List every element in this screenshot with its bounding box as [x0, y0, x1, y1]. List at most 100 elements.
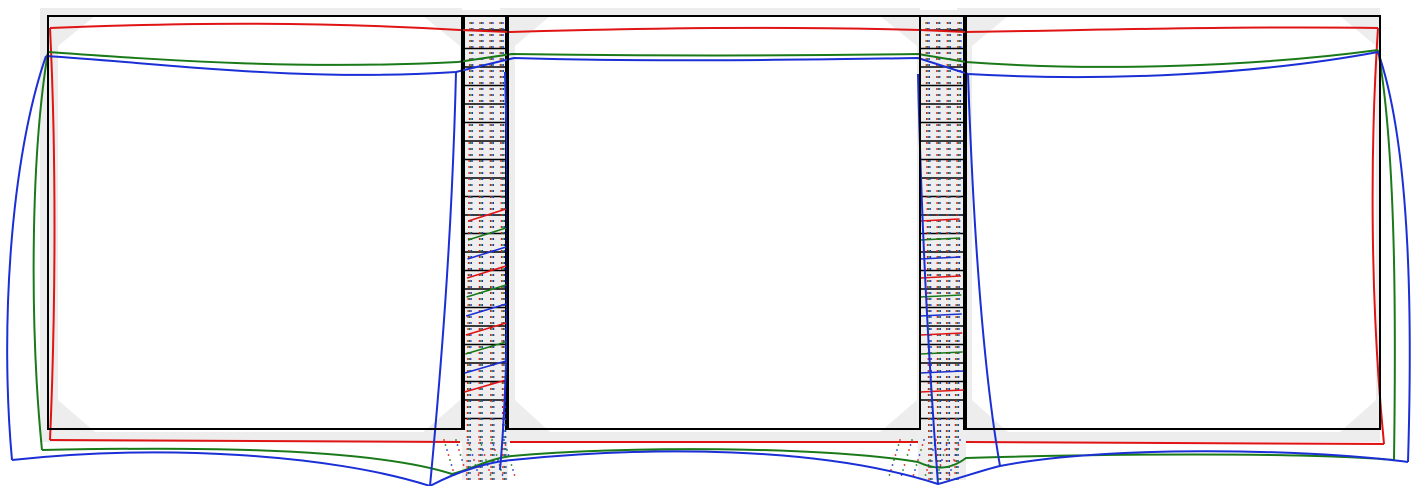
- joint-dashed-line: [948, 21, 951, 481]
- joint-scatter-dot: [909, 444, 912, 446]
- joint-scatter-dot: [462, 464, 465, 466]
- joint-scatter-dot: [912, 474, 915, 476]
- joint-dashed-line: [955, 21, 961, 481]
- joint-dashed-line: [954, 21, 959, 481]
- joint-scatter-dot: [452, 469, 454, 471]
- blue-joint-1-left-flank: [429, 71, 457, 486]
- joint-scatter-dot: [491, 439, 493, 441]
- panel-2-outline: [507, 15, 921, 430]
- joint-dashed-line: [500, 21, 506, 481]
- joint-scatter-dot: [479, 439, 481, 441]
- joint-scatter-dot: [906, 454, 909, 456]
- joint-2-shading: [918, 10, 966, 480]
- blue-bottom-edge: [11, 450, 1409, 486]
- joint-scatter-dot: [461, 459, 463, 461]
- joint-dashed-line: [939, 21, 942, 481]
- joint-scatter-dot: [953, 459, 955, 461]
- joint-scatter-dot: [443, 439, 445, 441]
- joint-scatter-dot: [482, 449, 484, 451]
- joint-dashed-line: [936, 21, 939, 481]
- joint-deformed-rung: [919, 370, 964, 374]
- joint-scatter-dot: [476, 469, 478, 471]
- blue-top-edge: [45, 51, 1379, 79]
- joint-1-mesh: [443, 16, 516, 481]
- deformed-outline-stage-3: [6, 51, 1411, 486]
- blue-left-edge: [6, 55, 47, 461]
- joint-scatter-dot: [444, 444, 447, 446]
- joint-scatter-dot: [911, 439, 913, 441]
- panel-2-shading: [500, 8, 920, 442]
- joint-scatter-dot: [468, 444, 471, 446]
- joint-scatter-dot: [477, 474, 480, 476]
- joint-scatter-dot: [494, 449, 496, 451]
- joint-scatter-dot: [896, 449, 898, 451]
- joint-deformed-rung: [919, 351, 963, 355]
- joint-scatter-dot: [450, 464, 453, 466]
- joint-scatter-dot: [932, 449, 934, 451]
- joint-scatter-dot: [959, 439, 961, 441]
- joint-dashed-line: [928, 21, 933, 481]
- joint-deformed-rung: [466, 284, 507, 298]
- red-left-edge: [49, 27, 56, 441]
- joint-scatter-dot: [485, 459, 487, 461]
- joint-deformed-rung: [468, 208, 507, 222]
- joint-scatter-dot: [918, 454, 921, 456]
- joint-scatter-dot: [950, 469, 952, 471]
- joint-scatter-dot: [942, 454, 945, 456]
- joint-deformed-rung: [919, 275, 961, 279]
- panel-shading: [40, 8, 1380, 480]
- joint-dashed-line: [478, 21, 481, 481]
- joint-scatter-dot: [926, 469, 928, 471]
- joint-scatter-dot: [483, 454, 486, 456]
- joint-scatter-dot: [489, 474, 492, 476]
- joint-scatter-dot: [512, 469, 514, 471]
- joint-scatter-dot: [929, 459, 931, 461]
- joint-deformed-rung: [465, 303, 507, 317]
- joint-deformed-rung: [466, 265, 507, 279]
- green-right-edge: [1377, 49, 1396, 461]
- green-left-edge: [32, 51, 49, 451]
- blue-right-edge: [1377, 51, 1411, 463]
- joint-scatter-dot: [894, 454, 897, 456]
- red-top-edge: [49, 22, 1379, 34]
- joint-scatter-dot: [914, 469, 916, 471]
- panel-1-outline: [47, 15, 463, 430]
- joint-dashed-line: [466, 21, 471, 481]
- joint-scatter-dot: [513, 474, 516, 476]
- joint-deformed-rung: [919, 256, 961, 260]
- panel-3-shading: [957, 8, 1380, 442]
- joint-scatter-dot: [915, 464, 918, 466]
- joint-deformed-rung: [919, 237, 961, 241]
- joint-scatter-dot: [501, 474, 504, 476]
- joint-deformed-rung: [464, 360, 507, 374]
- panel-1-shading: [40, 8, 462, 442]
- joint-scatter-dot: [921, 444, 924, 446]
- undeformed-outline: [47, 15, 1381, 430]
- joint-deformed-rung: [467, 227, 507, 241]
- joint-scatter-dot: [903, 464, 906, 466]
- joint-dashed-line: [481, 21, 484, 481]
- joint-scatter-dot: [902, 469, 904, 471]
- joint-scatter-dot: [957, 444, 960, 446]
- joint-dashed-line: [469, 21, 474, 481]
- joint-scatter-dot: [920, 449, 922, 451]
- joint-scatter-dot: [488, 469, 490, 471]
- panel-3-outline: [965, 15, 1381, 430]
- joint-scatter-dot: [897, 444, 900, 446]
- joint-scatter-dot: [480, 444, 483, 446]
- joint-scatter-dot: [503, 439, 505, 441]
- joint-dashed-line: [502, 21, 507, 481]
- joint-scatter-dot: [938, 469, 940, 471]
- joint-scatter-dot: [908, 449, 910, 451]
- joint-dashed-line: [925, 21, 930, 481]
- red-bottom-edge: [49, 439, 1385, 445]
- joint-scatter-dot: [506, 449, 508, 451]
- green-top-edge: [47, 49, 1379, 68]
- joint-deformed-rung: [919, 389, 964, 393]
- joint-scatter-dot: [924, 474, 927, 476]
- joint-deformed-rung: [464, 379, 507, 393]
- joint-scatter-dot: [504, 444, 507, 446]
- joint-deformed-rung: [465, 322, 507, 336]
- joint-scatter-dot: [459, 454, 462, 456]
